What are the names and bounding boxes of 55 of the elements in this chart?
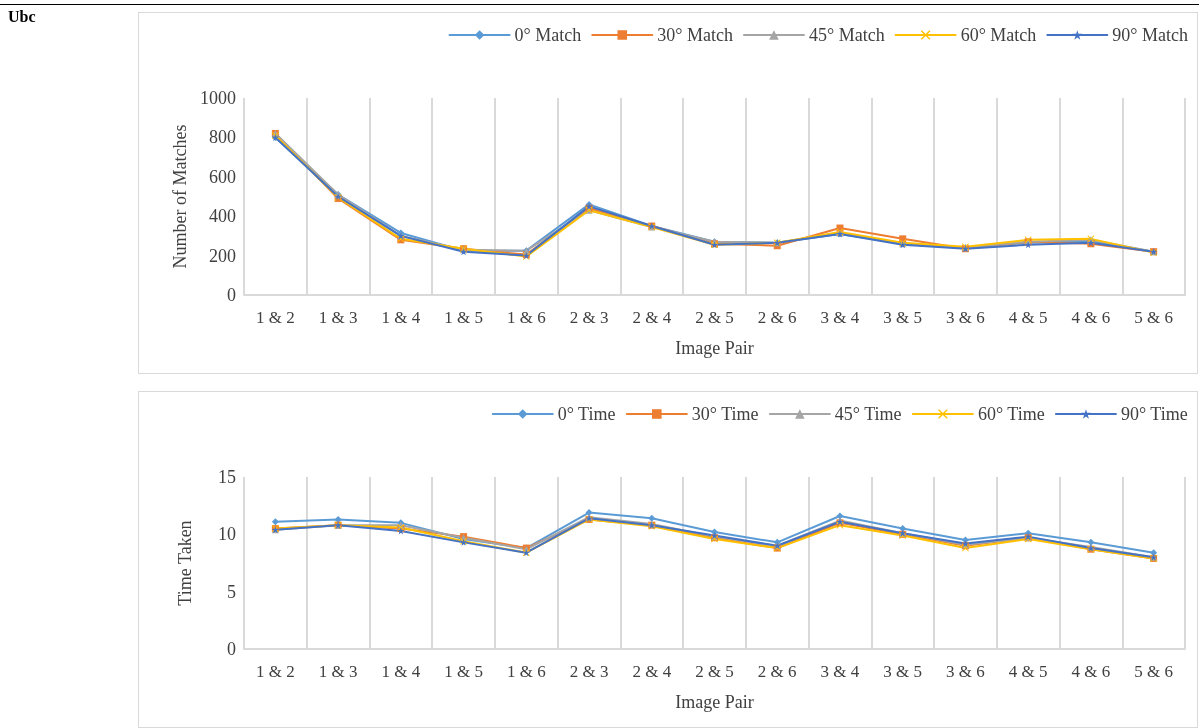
x-tick-label: 2 & 6 [757,662,797,681]
y-axis-title: Number of Matches [170,124,191,269]
x-tick-label: 2 & 5 [695,308,734,327]
legend-label: 45° Time [834,404,902,424]
legend-label: 60° Match [960,25,1037,45]
legend-label: 30° Match [657,25,733,45]
x-tick-label: 1 & 4 [381,308,421,327]
x-tick-label: 1 & 5 [444,308,483,327]
legend-label: 45° Match [808,25,885,45]
legend-label: 60° Time [977,404,1045,424]
x-tick-label: 4 & 6 [1071,662,1111,681]
x-tick-label: 2 & 4 [632,308,672,327]
x-tick-label: 1 & 4 [381,662,421,681]
x-tick-label: 3 & 4 [820,308,860,327]
y-tick-label: 600 [209,166,236,187]
x-tick-label: 2 & 6 [757,308,797,327]
x-tick-label: 4 & 5 [1008,308,1048,327]
x-tick-label: 3 & 6 [946,308,985,327]
x-tick-label: 3 & 5 [883,308,923,327]
x-tick-label: 5 & 6 [1134,662,1173,681]
x-tick-label: 4 & 6 [1071,308,1111,327]
x-tick-label: 2 & 3 [569,662,609,681]
x-tick-label: 2 & 4 [632,662,672,681]
y-tick-label: 5 [227,581,236,602]
x-tick-label: 5 & 6 [1134,308,1173,327]
x-tick-label: 1 & 2 [256,308,295,327]
x-tick-label: 3 & 6 [946,662,985,681]
text: Ubc [8,8,36,26]
x-tick-label: 2 & 5 [695,662,734,681]
y-tick-label: 800 [209,127,236,148]
y-tick-label: 15 [218,467,236,487]
y-tick-label: 10 [218,524,236,545]
y-tick-label: 400 [209,206,236,227]
x-tick-label: 1 & 6 [506,662,546,681]
x-tick-label: 1 & 5 [444,662,483,681]
y-tick-label: 0 [227,285,236,305]
y-tick-label: 200 [209,245,236,266]
x-tick-label: 1 & 3 [318,308,358,327]
x-axis-title: Image Pair [675,338,754,358]
x-tick-label: 3 & 5 [883,662,923,681]
x-tick-label: 1 & 6 [506,308,546,327]
legend-label: 30° Time [691,404,759,424]
x-tick-label: 1 & 3 [318,662,358,681]
legend-label: 90° Time [1120,404,1188,424]
x-tick-label: 3 & 4 [820,662,860,681]
y-tick-label: 1000 [200,88,236,108]
legend-label: 90° Match [1112,25,1188,45]
y-tick-label: 0 [227,639,236,659]
y-axis-title: Time Taken [175,520,195,606]
legend-label: 0° Match [514,25,582,45]
legend-label: 0° Time [557,404,616,424]
x-tick-label: 4 & 5 [1008,662,1048,681]
x-tick-label: 1 & 2 [256,662,295,681]
x-axis-title: Image Pair [675,692,754,712]
x-tick-label: 2 & 3 [569,308,609,327]
